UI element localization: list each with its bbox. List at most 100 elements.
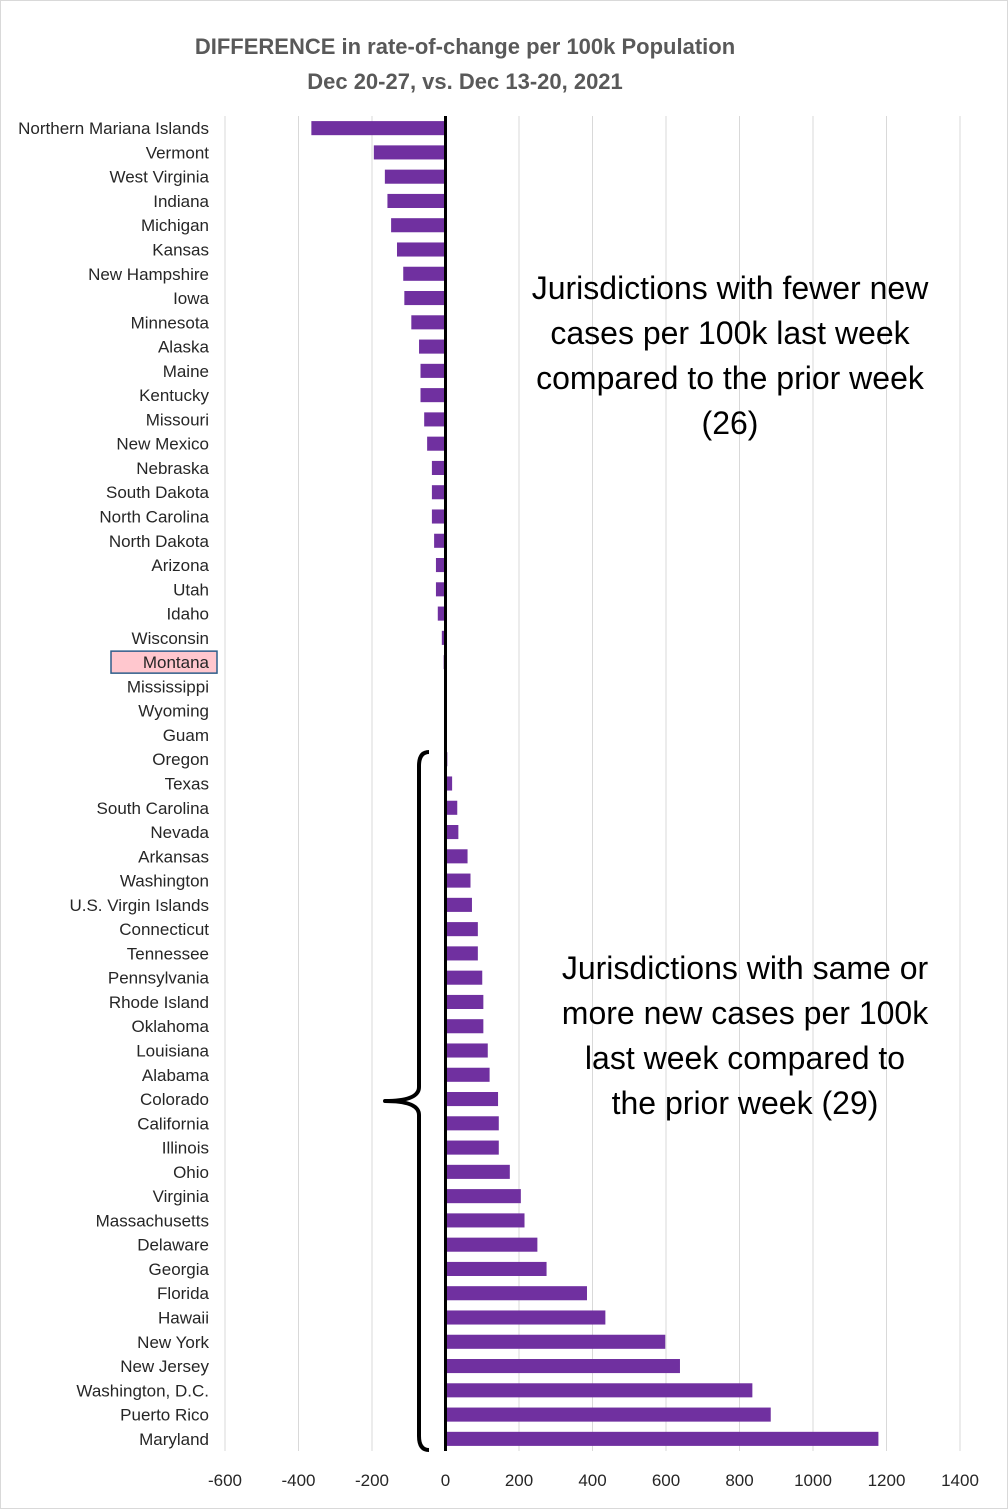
category-label: Maryland	[139, 1430, 209, 1449]
bar	[391, 218, 446, 233]
category-label: Georgia	[149, 1260, 210, 1279]
category-label: West Virginia	[109, 168, 209, 187]
category-label: New Mexico	[116, 435, 209, 454]
gridlines	[224, 116, 961, 1451]
bar	[431, 460, 446, 475]
bar	[445, 1310, 606, 1325]
bar	[311, 121, 446, 136]
bar	[445, 1116, 499, 1131]
bar	[445, 1359, 680, 1374]
bar	[445, 1237, 538, 1252]
category-label: Arizona	[151, 556, 209, 575]
category-label: New Jersey	[120, 1357, 209, 1376]
category-label: Delaware	[137, 1236, 209, 1255]
category-label: Rhode Island	[109, 993, 209, 1012]
category-label: Pennsylvania	[108, 969, 210, 988]
bar	[445, 1407, 771, 1422]
category-label: Northern Mariana Islands	[18, 119, 209, 138]
bar	[419, 339, 446, 354]
x-tick-label: 1400	[941, 1471, 979, 1490]
category-label: Indiana	[153, 192, 209, 211]
annotation-more-line-2: more new cases per 100k	[561, 995, 929, 1031]
x-tick-label: 1200	[868, 1471, 906, 1490]
bar	[404, 291, 446, 306]
bar	[445, 897, 472, 912]
bar	[445, 1213, 525, 1228]
bar	[445, 1067, 490, 1082]
bar	[445, 1019, 484, 1034]
x-tick-label: 1000	[794, 1471, 832, 1490]
category-label: Florida	[157, 1284, 210, 1303]
bar	[445, 1164, 510, 1179]
bar	[396, 242, 446, 257]
category-label: Washington	[120, 872, 209, 891]
x-tick-label: 600	[652, 1471, 680, 1490]
category-label: U.S. Virgin Islands	[69, 896, 209, 915]
x-tick-label: -600	[208, 1471, 242, 1490]
annotation-fewer-cases: Jurisdictions with fewer new cases per 1…	[480, 266, 980, 446]
category-label: Illinois	[162, 1139, 209, 1158]
category-label: Ohio	[173, 1163, 209, 1182]
category-label: Alabama	[142, 1066, 210, 1085]
chart-title-line-2: Dec 20-27, vs. Dec 13-20, 2021	[307, 69, 623, 94]
bar	[411, 315, 446, 330]
category-label: New Hampshire	[88, 265, 209, 284]
category-label: Hawaii	[158, 1309, 209, 1328]
category-label: Idaho	[166, 605, 209, 624]
bar	[445, 1189, 521, 1204]
category-label: North Carolina	[99, 508, 209, 527]
bar	[384, 169, 446, 184]
bar	[387, 193, 446, 208]
annotation-fewer-line-2: cases per 100k last week	[550, 315, 910, 351]
category-label: Texas	[165, 775, 209, 794]
category-label: Colorado	[140, 1090, 209, 1109]
category-label: Arkansas	[138, 847, 209, 866]
bar	[445, 946, 478, 961]
bar	[445, 1286, 587, 1301]
bars	[311, 121, 879, 1446]
highlight-box	[110, 650, 218, 674]
category-label: South Dakota	[106, 483, 210, 502]
bar	[427, 436, 446, 451]
annotation-more-line-4: the prior week (29)	[611, 1085, 879, 1121]
annotation-more-cases: Jurisdictions with same or more new case…	[520, 946, 970, 1126]
category-label: Alaska	[158, 338, 210, 357]
bar	[445, 1092, 499, 1107]
bar	[445, 776, 453, 791]
category-label: Kansas	[152, 241, 209, 260]
x-tick-label: -400	[281, 1471, 315, 1490]
category-label: Mississippi	[127, 677, 209, 696]
annotation-more-line-3: last week compared to	[584, 1040, 906, 1076]
bar	[424, 412, 446, 427]
bar	[445, 873, 471, 888]
category-label: Utah	[173, 580, 209, 599]
category-label: South Carolina	[97, 799, 210, 818]
category-label: Maine	[163, 362, 209, 381]
category-label: Nebraska	[136, 459, 209, 478]
category-labels: Northern Mariana Islands Vermont West Virg…	[18, 119, 218, 1449]
bar	[373, 145, 446, 160]
bar	[420, 388, 446, 403]
category-label: New York	[137, 1333, 209, 1352]
category-label: Tennessee	[127, 944, 209, 963]
bar	[445, 800, 458, 815]
category-label: Wisconsin	[132, 629, 209, 648]
category-label: Missouri	[146, 410, 209, 429]
bar	[445, 1431, 879, 1446]
bar	[445, 994, 484, 1009]
category-label: Minnesota	[131, 313, 210, 332]
category-label: Guam	[163, 726, 209, 745]
bar	[431, 509, 446, 524]
bar	[435, 582, 446, 597]
annotation-more-line-1: Jurisdictions with same or	[561, 950, 929, 986]
annotation-fewer-line-4: (26)	[701, 405, 759, 441]
category-label: Nevada	[150, 823, 209, 842]
category-label: Montana	[143, 653, 210, 672]
bar	[445, 970, 483, 985]
x-tick-label: 800	[725, 1471, 753, 1490]
x-tick-label: -200	[355, 1471, 389, 1490]
bar	[445, 1383, 753, 1398]
category-label: North Dakota	[109, 532, 210, 551]
category-label: Wyoming	[138, 702, 209, 721]
